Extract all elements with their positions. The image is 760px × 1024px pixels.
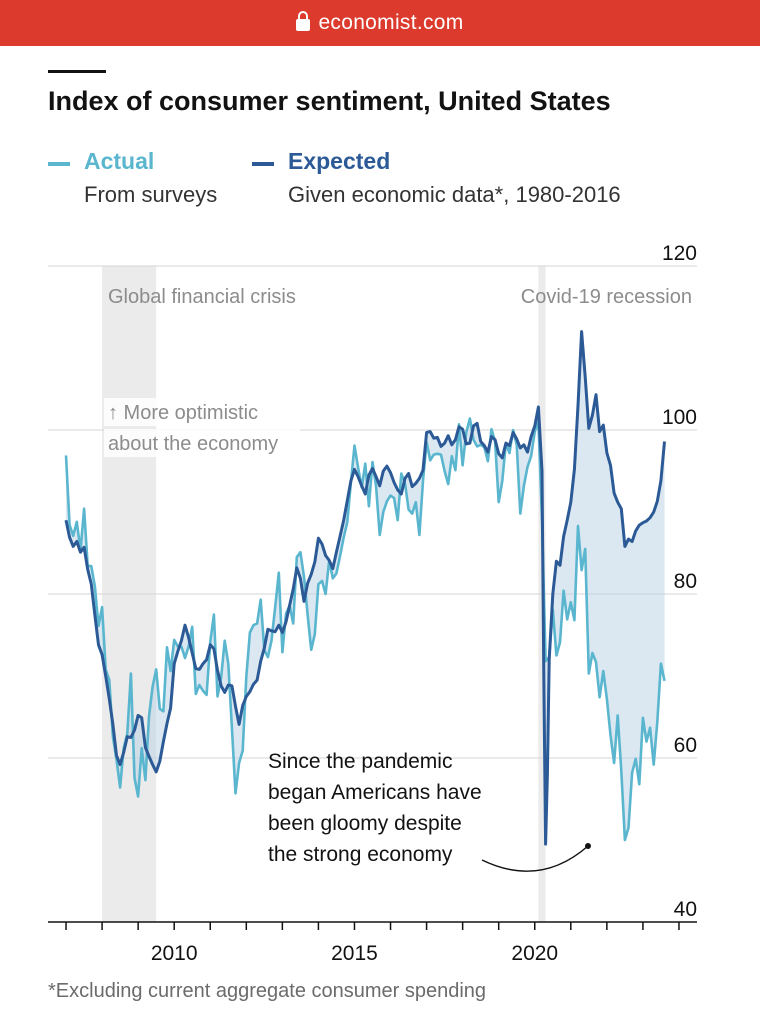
annotation-pointer-dot xyxy=(585,843,591,849)
legend-expected-sub: Given economic data*, 1980-2016 xyxy=(288,182,621,207)
legend-actual-label: Actual xyxy=(84,148,155,174)
lock-icon xyxy=(296,11,311,31)
y-tick-label-80: 80 xyxy=(674,570,697,593)
shaded-label-financial-crisis: Global financial crisis xyxy=(108,286,296,308)
y-tick-label-60: 60 xyxy=(674,734,697,757)
annotation-pointer xyxy=(481,845,589,872)
shaded-label-covid: Covid-19 recession xyxy=(521,286,692,308)
annotation-pandemic-line-0: Since the pandemic xyxy=(268,750,452,773)
annotation-pandemic-line-1: began Americans have xyxy=(268,781,482,804)
x-tick-label-2020: 2020 xyxy=(511,942,558,965)
annotation-optimistic-bg-0 xyxy=(104,398,290,426)
legend-actual-swatch xyxy=(48,162,70,166)
series-line-expected xyxy=(64,330,666,846)
y-tick-label-120: 120 xyxy=(662,242,697,265)
legend-expected-swatch xyxy=(252,162,274,166)
legend-actual-sub: From surveys xyxy=(84,182,218,207)
address-bar[interactable]: economist.com xyxy=(0,0,760,46)
footnote: *Excluding current aggregate consumer sp… xyxy=(48,980,487,1002)
annotation-pandemic-line-2: been gloomy despite xyxy=(268,812,462,835)
annotation-optimistic-line-0: ↑ More optimistic xyxy=(108,402,258,424)
legend-expected-label: Expected xyxy=(288,148,391,174)
y-tick-label-100: 100 xyxy=(662,406,697,429)
series-line-actual xyxy=(64,417,666,842)
x-tick-label-2010: 2010 xyxy=(151,942,198,965)
y-tick-label-40: 40 xyxy=(674,898,697,921)
annotation-optimistic-bg-1 xyxy=(104,429,300,457)
title-rule xyxy=(48,70,106,73)
url-text: economist.com xyxy=(318,11,464,34)
chart-title: Index of consumer sentiment, United Stat… xyxy=(48,86,611,116)
annotation-pandemic-line-3: the strong economy xyxy=(268,843,453,866)
annotation-optimistic-line-1: about the economy xyxy=(108,433,278,455)
x-tick-label-2015: 2015 xyxy=(331,942,378,965)
